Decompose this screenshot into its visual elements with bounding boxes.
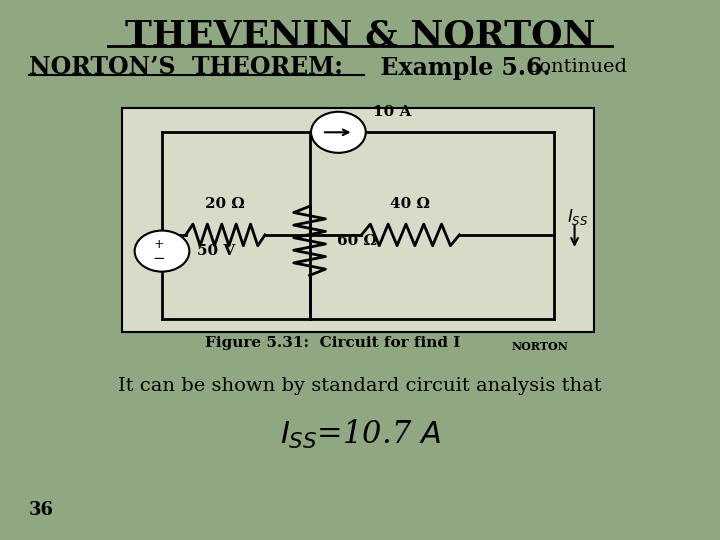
Text: $I_{SS}$: $I_{SS}$ xyxy=(567,207,589,227)
Text: −: − xyxy=(153,252,166,266)
Text: NORTON’S  THEOREM:: NORTON’S THEOREM: xyxy=(29,56,343,79)
Text: 50 V: 50 V xyxy=(197,244,235,258)
Text: 10 A: 10 A xyxy=(373,105,411,119)
Text: It can be shown by standard circuit analysis that: It can be shown by standard circuit anal… xyxy=(118,377,602,395)
Text: THEVENIN & NORTON: THEVENIN & NORTON xyxy=(125,18,595,52)
Text: .: . xyxy=(553,336,558,350)
Text: 40 Ω: 40 Ω xyxy=(390,197,431,211)
Text: continued: continued xyxy=(522,58,627,77)
Text: Example 5.6.: Example 5.6. xyxy=(364,56,550,79)
Circle shape xyxy=(311,112,366,153)
Text: 60 Ω: 60 Ω xyxy=(337,234,377,248)
Text: Figure 5.31:  Circuit for find I: Figure 5.31: Circuit for find I xyxy=(205,336,461,350)
Text: $I_{SS}$=10.7 $A$: $I_{SS}$=10.7 $A$ xyxy=(279,418,441,451)
Text: NORTON: NORTON xyxy=(511,341,568,352)
Circle shape xyxy=(135,231,189,272)
Text: 20 Ω: 20 Ω xyxy=(205,197,246,211)
Text: +: + xyxy=(154,238,164,251)
FancyBboxPatch shape xyxy=(122,108,594,332)
Text: 36: 36 xyxy=(29,501,54,519)
